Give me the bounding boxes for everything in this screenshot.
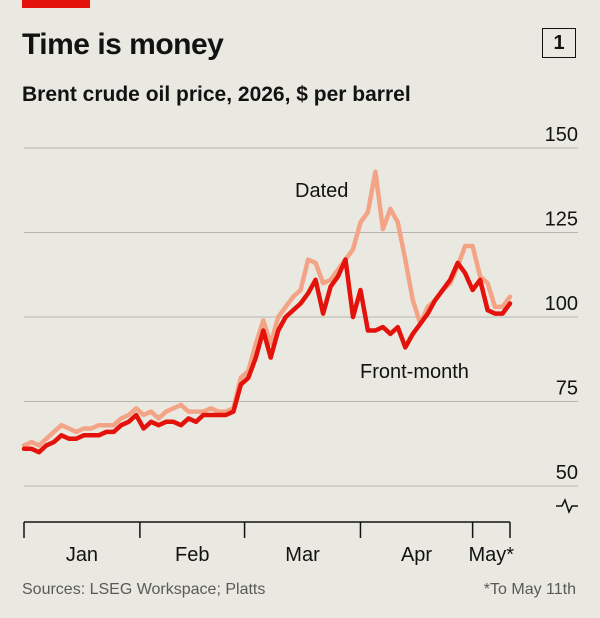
footnote: *To May 11th [483,581,576,598]
dated-series-line [21,169,513,448]
x-tick-label-feb: Feb [175,544,209,566]
chart-number-badge: 1 [542,28,576,58]
front-month-series-line [21,257,513,455]
axis-break-icon [556,498,578,514]
y-tick-label-100: 100 [545,293,578,315]
chart-subtitle: Brent crude oil price, 2026, $ per barre… [22,83,411,106]
x-tick-label-jan: Jan [66,544,98,566]
source-note: Sources: LSEG Workspace; Platts [22,581,266,598]
y-tick-label-75: 75 [556,378,578,400]
chart-title: Time is money [22,28,224,61]
dated-series-label: Dated [295,180,348,202]
x-tick-label-apr: Apr [401,544,432,566]
y-tick-label-150: 150 [545,124,578,146]
y-tick-label-125: 125 [545,209,578,231]
x-tick-label-may: May* [469,544,515,566]
accent-bar [22,0,90,8]
front-month-series-label: Front-month [360,361,469,383]
y-tick-label-50: 50 [556,462,578,484]
x-tick-label-mar: Mar [285,544,320,566]
